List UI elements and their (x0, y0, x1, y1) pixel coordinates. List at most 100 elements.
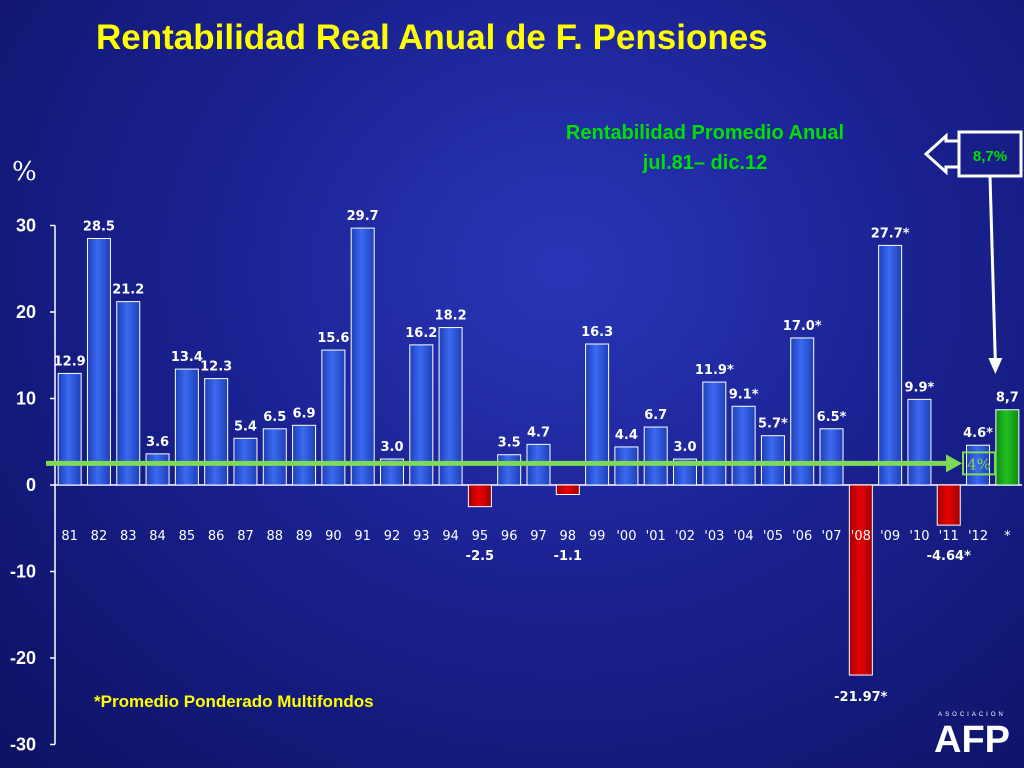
x-tick-label: 92 (384, 529, 401, 544)
data-label: 9.1* (729, 387, 759, 402)
logo-main-text: AFP (934, 719, 1010, 761)
x-tick-label: 95 (472, 529, 489, 544)
bar (731, 405, 756, 486)
bar (907, 398, 932, 486)
x-tick-label: 81 (61, 529, 78, 544)
x-tick-label: 98 (560, 529, 577, 544)
x-tick-label: '11 (939, 529, 959, 544)
x-tick-label: 87 (237, 529, 254, 544)
reference-line-label-box (962, 451, 996, 476)
chart-axes: 30 20 10 0 -10 -20 -30% (10, 157, 1022, 755)
bar (585, 343, 610, 486)
average-return-box: Rentabilidad Promedio Anual jul.81– dic.… (530, 118, 880, 178)
bar (995, 409, 1020, 486)
reference-line-group: 4% (46, 451, 996, 476)
data-label: 12.9 (54, 354, 86, 369)
data-label: 8,7 (996, 391, 1019, 406)
y-tick-label: 0 (26, 475, 36, 495)
x-tick-label: 99 (589, 529, 606, 544)
data-label: -1.1 (554, 549, 582, 564)
x-tick-label: 91 (354, 529, 371, 544)
data-label: 6.7 (644, 408, 667, 423)
footnote: *Promedio Ponderado Multifondos (94, 692, 374, 711)
data-label: 12.3 (200, 360, 232, 375)
data-label: 5.7* (758, 417, 788, 432)
x-tick-label: 93 (413, 529, 430, 544)
data-label: 11.9* (695, 363, 734, 378)
bar (409, 344, 434, 486)
y-tick-label: 10 (16, 389, 36, 409)
data-label: 3.5 (498, 436, 521, 451)
data-label: 17.0* (783, 319, 822, 334)
data-labels-group: 12.9 28.5 21.2 3.6 13.412.3 5.4 6.5 6.9 15.6 29.7… (54, 209, 1019, 705)
bar (350, 227, 375, 486)
y-axis-unit: % (12, 157, 37, 187)
bar (878, 244, 903, 486)
data-label: -2.5 (466, 549, 494, 564)
data-label: -4.64* (927, 549, 971, 564)
bar (819, 428, 844, 486)
x-tick-label: 82 (91, 529, 108, 544)
y-tick-label: 20 (16, 302, 36, 322)
bar (702, 381, 727, 486)
y-tick-label: 30 (16, 216, 36, 236)
data-label: 4.7 (527, 425, 550, 440)
bars-group (57, 227, 1020, 676)
x-tick-labels-group: 81 82 83 84 85 86 87 88 89 90 91 92 93 94 95 96 97 98 99 '0… (61, 529, 1011, 544)
data-label: 6.9 (293, 406, 316, 421)
x-tick-label: '02 (675, 529, 695, 544)
data-label: 5.4 (234, 419, 257, 434)
data-label: 29.7 (347, 209, 379, 224)
y-tick-label: -30 (10, 735, 36, 755)
reference-line-label: 4% (967, 455, 991, 473)
bar (145, 453, 170, 486)
y-tick-label: -20 (10, 648, 36, 668)
bar (57, 372, 82, 486)
data-label: 15.6 (317, 331, 349, 346)
data-label: 4.4 (615, 428, 638, 443)
bar (116, 301, 141, 486)
bar (438, 327, 463, 486)
bar (262, 428, 287, 486)
afp-logo: ASOCIACION AFP (930, 712, 1014, 762)
bar (936, 484, 961, 526)
data-label: 16.2 (405, 326, 437, 341)
x-tick-label: '00 (616, 529, 636, 544)
x-tick-label: '01 (646, 529, 666, 544)
x-tick-label: 83 (120, 529, 137, 544)
data-label: 27.7* (871, 226, 910, 241)
data-label: 16.3 (581, 325, 613, 340)
logo-small-text: ASOCIACION (938, 712, 1006, 718)
average-return-period: jul.81– dic.12 (642, 152, 768, 174)
x-tick-label: 89 (296, 529, 313, 544)
data-label: 28.5 (83, 219, 115, 234)
x-tick-label: '05 (763, 529, 783, 544)
x-tick-label: '10 (909, 529, 929, 544)
x-tick-label: * (1004, 529, 1011, 544)
callout-arrow-outline (923, 132, 961, 176)
x-tick-label: '07 (821, 529, 841, 544)
data-label: -21.97* (834, 690, 888, 705)
data-label: 3.6 (146, 435, 169, 450)
bar (760, 435, 785, 486)
callout-pointer-line (988, 175, 997, 363)
chart-title: Rentabilidad Real Anual de F. Pensiones (96, 18, 768, 57)
data-label: 3.0 (673, 440, 696, 455)
x-tick-label: '03 (704, 529, 724, 544)
x-tick-label: '06 (792, 529, 812, 544)
x-tick-label: 85 (179, 529, 196, 544)
bar (174, 368, 199, 486)
data-label: 9.9* (905, 380, 935, 395)
data-label: 13.4 (171, 350, 203, 365)
bar (614, 446, 639, 486)
x-tick-label: 84 (149, 529, 166, 544)
x-tick-label: '04 (734, 529, 754, 544)
reference-line-arrowhead (946, 454, 962, 473)
bar (497, 454, 522, 486)
data-label: 6.5* (817, 410, 847, 425)
x-tick-label: 94 (442, 529, 459, 544)
x-tick-label: 90 (325, 529, 342, 544)
bar (204, 378, 229, 486)
callout-value: 8,7% (973, 148, 1007, 165)
x-tick-label: '09 (880, 529, 900, 544)
